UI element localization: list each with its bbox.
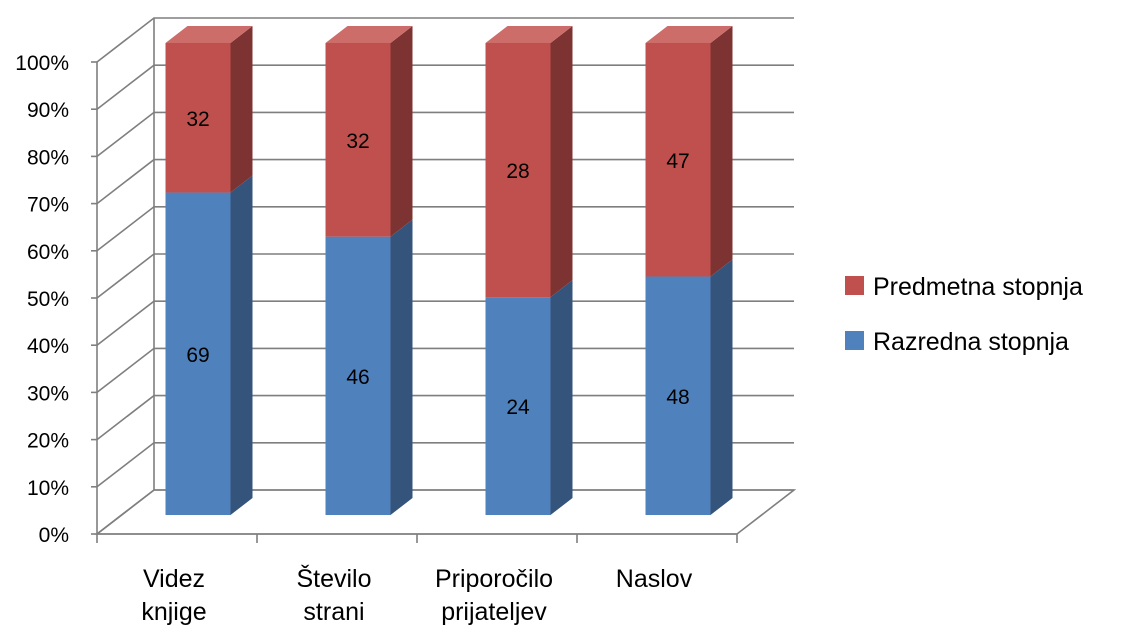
- y-tick-label: 70%: [27, 194, 69, 217]
- bar-segment: [485, 297, 551, 515]
- y-tick-label: 50%: [27, 288, 69, 311]
- bar-top: [325, 26, 413, 43]
- y-tick-label: 0%: [39, 524, 69, 547]
- data-label: 69: [186, 344, 209, 367]
- bar-side: [550, 26, 573, 298]
- legend-swatch: [845, 276, 864, 295]
- bar-side: [390, 219, 413, 515]
- data-label: 28: [506, 160, 529, 183]
- y-tick-label: 40%: [27, 335, 69, 358]
- category-label: Naslov: [616, 565, 693, 593]
- bar-side: [710, 26, 733, 277]
- y-tick-label: 20%: [27, 430, 69, 453]
- legend-label: Predmetna stopnja: [873, 273, 1083, 301]
- data-label: 32: [186, 108, 209, 131]
- bar-segment: [645, 276, 711, 515]
- legend-label: Razredna stopnja: [873, 328, 1069, 356]
- axes: 0% 10% 20% 30% 40% 50% 60% 70% 80% 90% 100% Videz kn…: [15, 52, 738, 626]
- bar-top: [485, 26, 573, 43]
- data-label: 48: [666, 386, 689, 409]
- category-label: Število: [296, 564, 371, 593]
- bar-segment: [165, 192, 231, 515]
- data-labels: 69 32 46 32 24 28 48 47: [186, 108, 689, 419]
- bar-side: [710, 259, 733, 515]
- category-label: prijateljev: [441, 598, 547, 626]
- y-tick-label: 30%: [27, 382, 69, 405]
- bar-segment: [165, 43, 231, 193]
- y-tick-label: 90%: [27, 99, 69, 122]
- bar-segment: [325, 236, 391, 515]
- legend: Predmetna stopnja Razredna stopnja: [845, 273, 1083, 356]
- category-label: knjige: [141, 598, 206, 626]
- chart-walls: [94, 17, 797, 535]
- data-label: 32: [346, 130, 369, 153]
- bar-side: [230, 175, 253, 515]
- bar-side: [390, 26, 413, 237]
- category-label: strani: [303, 598, 364, 626]
- bars: [165, 26, 733, 515]
- category-label: Priporočilo: [435, 565, 553, 593]
- bar-segment: [645, 43, 711, 277]
- category-label: Videz: [143, 565, 205, 593]
- data-label: 46: [346, 366, 369, 389]
- y-tick-label: 60%: [27, 241, 69, 264]
- bar-top: [645, 26, 733, 43]
- y-tick-label: 10%: [27, 477, 69, 500]
- bar-side: [230, 26, 253, 193]
- y-tick-label: 80%: [27, 146, 69, 169]
- bar-side: [550, 280, 573, 515]
- y-tick-label: 100%: [15, 52, 69, 75]
- legend-swatch: [845, 331, 864, 350]
- bar-top: [165, 26, 253, 43]
- data-label: 24: [506, 396, 530, 419]
- bar-segment: [325, 43, 391, 237]
- bar-segment: [485, 43, 551, 298]
- data-label: 47: [666, 150, 689, 173]
